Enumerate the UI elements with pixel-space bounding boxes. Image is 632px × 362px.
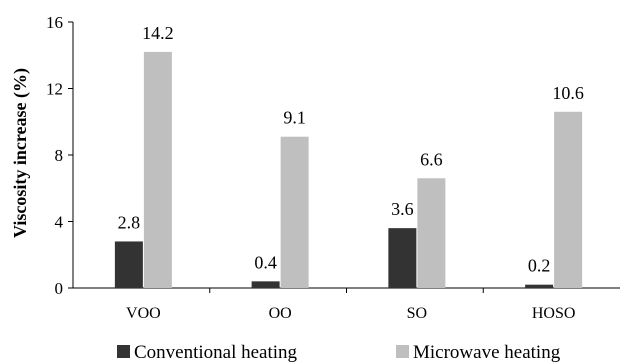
data-label: 2.8 [118,212,141,232]
y-tick-label: 4 [55,213,64,232]
bar [280,136,309,288]
data-label: 0.2 [528,256,551,276]
data-label: 0.4 [254,252,277,272]
y-tick-label: 0 [55,279,64,298]
y-tick-label: 16 [46,13,63,32]
data-label: 3.6 [391,199,414,219]
bar [143,51,172,288]
bar [114,241,143,288]
bar [388,228,417,288]
data-label: 14.2 [142,23,174,43]
data-label: 10.6 [552,83,584,103]
legend-label: Microwave heating [413,342,561,362]
x-tick-label: VOO [126,305,161,322]
y-tick-label: 8 [55,146,64,165]
x-tick-label: HOSO [532,305,576,322]
data-label: 6.6 [420,149,443,169]
legend-swatch [396,345,409,358]
bar [525,284,554,288]
bar [417,178,446,288]
legend-swatch [117,345,130,358]
legend-label: Conventional heating [134,342,298,362]
y-axis-title: Viscosity increase (%) [10,68,31,238]
y-tick-label: 12 [46,80,63,99]
bar [251,281,280,288]
data-label: 9.1 [283,108,306,128]
x-tick-label: OO [269,305,292,322]
bar [554,111,583,289]
data-labels: 2.8 14.2 0.4 9.1 3.6 6.6 0.2 10.6 [118,23,584,276]
x-tick-label: SO [407,305,427,322]
legend: Conventional heating Microwave heating [117,342,561,362]
bars [114,51,583,289]
